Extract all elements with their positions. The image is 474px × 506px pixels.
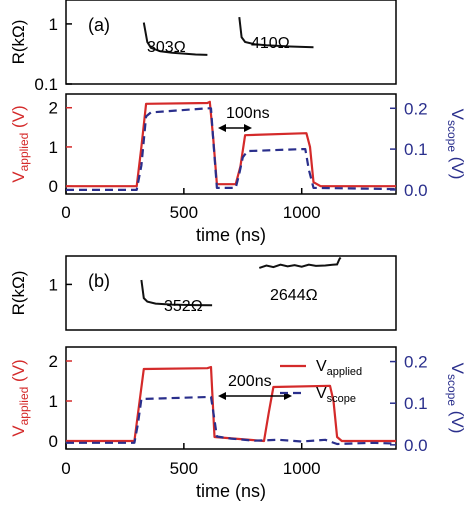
resistance-value-label: 352Ω bbox=[164, 298, 203, 315]
x-tick-label: 500 bbox=[170, 203, 198, 222]
x-tick-label: 1000 bbox=[283, 203, 321, 222]
right-y-tick-label: 0.2 bbox=[404, 353, 428, 372]
panel-b: 1 R(kΩ) (b) 352Ω 2644Ω 0 1 2 0.0 0.1 0.2 0 500 1000 ti… bbox=[9, 255, 467, 501]
left-axis-label-unit: (V) bbox=[9, 105, 28, 132]
x-tick-label: 1000 bbox=[283, 459, 321, 478]
panel-label: (b) bbox=[88, 271, 110, 291]
right-y-tick-label: 0.1 bbox=[404, 394, 428, 413]
right-axis-label-sub: scope bbox=[445, 374, 459, 406]
interval-annotation: 200ns bbox=[228, 373, 272, 390]
interval-arrow-head-left bbox=[218, 124, 226, 132]
panel-label: (a) bbox=[88, 15, 110, 35]
left-axis-label-main: V bbox=[9, 425, 28, 437]
applied-voltage-line bbox=[66, 365, 396, 443]
right-axis-label: Vscope (V) bbox=[445, 109, 467, 180]
legend-label-main: V bbox=[316, 358, 327, 375]
resistance-value-label: 2644Ω bbox=[270, 287, 318, 304]
x-tick-label: 0 bbox=[61, 203, 70, 222]
right-y-tick-label: 0.2 bbox=[404, 99, 428, 118]
right-y-tick-label: 0.0 bbox=[404, 436, 428, 455]
legend-label-applied: Vapplied bbox=[316, 358, 362, 378]
left-y-tick-label: 1 bbox=[49, 138, 58, 157]
y-tick-label: 1 bbox=[49, 275, 58, 294]
applied-voltage-line bbox=[66, 100, 396, 188]
left-axis-label: Vapplied (V) bbox=[9, 359, 31, 436]
scope-voltage-line bbox=[66, 395, 397, 446]
legend-label-sub: applied bbox=[327, 366, 362, 378]
right-y-tick-label: 0.1 bbox=[404, 140, 428, 159]
left-axis-label-sub: applied bbox=[17, 387, 31, 426]
resistance-trace bbox=[258, 256, 342, 269]
x-tick-label: 500 bbox=[170, 459, 198, 478]
interval-annotation: 100ns bbox=[226, 105, 270, 122]
left-y-tick-label: 2 bbox=[49, 352, 58, 371]
legend-label-sub: scope bbox=[327, 393, 356, 405]
right-axis-label-main: V bbox=[448, 363, 467, 375]
x-axis-label: time (ns) bbox=[196, 225, 266, 245]
resistance-value-label: 303Ω bbox=[147, 39, 186, 56]
left-axis-label: Vapplied (V) bbox=[9, 105, 31, 182]
right-axis-label-main: V bbox=[448, 109, 467, 121]
x-tick-label: 0 bbox=[61, 459, 70, 478]
right-axis-label: Vscope (V) bbox=[445, 363, 467, 434]
resistance-trace bbox=[238, 16, 314, 49]
left-y-tick-label: 1 bbox=[49, 392, 58, 411]
panel-a: 0.1 1 R(kΩ) (a) 303Ω 410Ω 0 1 2 0.0 0.1 0.2 0 500 1000… bbox=[9, 0, 467, 245]
interval-arrow-head-left bbox=[218, 392, 226, 400]
resistance-trace bbox=[142, 22, 208, 56]
left-axis-label-main: V bbox=[9, 171, 28, 183]
legend-label-main: V bbox=[316, 385, 327, 402]
left-axis-label-unit: (V) bbox=[9, 359, 28, 386]
interval-arrow-head-right bbox=[244, 124, 252, 132]
left-y-tick-label: 2 bbox=[49, 99, 58, 118]
right-y-tick-label: 0.0 bbox=[404, 181, 428, 200]
voltage-plot-frame bbox=[65, 346, 397, 450]
left-y-tick-label: 0 bbox=[49, 177, 58, 196]
resistance-value-label: 410Ω bbox=[251, 35, 290, 52]
resistance-trace bbox=[140, 279, 213, 307]
left-axis-label-sub: applied bbox=[17, 133, 31, 172]
right-axis-label-unit: (V) bbox=[448, 152, 467, 179]
resistance-plot-frame bbox=[65, 255, 397, 331]
resistance-axis-label: R(kΩ) bbox=[9, 20, 28, 65]
legend-label-scope: Vscope bbox=[316, 385, 356, 405]
resistance-axis-label: R(kΩ) bbox=[9, 271, 28, 316]
voltage-plot-frame bbox=[65, 93, 397, 195]
right-axis-label-sub: scope bbox=[445, 120, 459, 152]
right-axis-label-unit: (V) bbox=[448, 406, 467, 433]
x-axis-label: time (ns) bbox=[196, 481, 266, 501]
y-tick-label: 1 bbox=[49, 15, 58, 34]
scope-voltage-line bbox=[66, 107, 397, 191]
left-y-tick-label: 0 bbox=[49, 432, 58, 451]
y-tick-label: 0.1 bbox=[34, 75, 58, 94]
resistance-plot-frame bbox=[65, 0, 397, 85]
